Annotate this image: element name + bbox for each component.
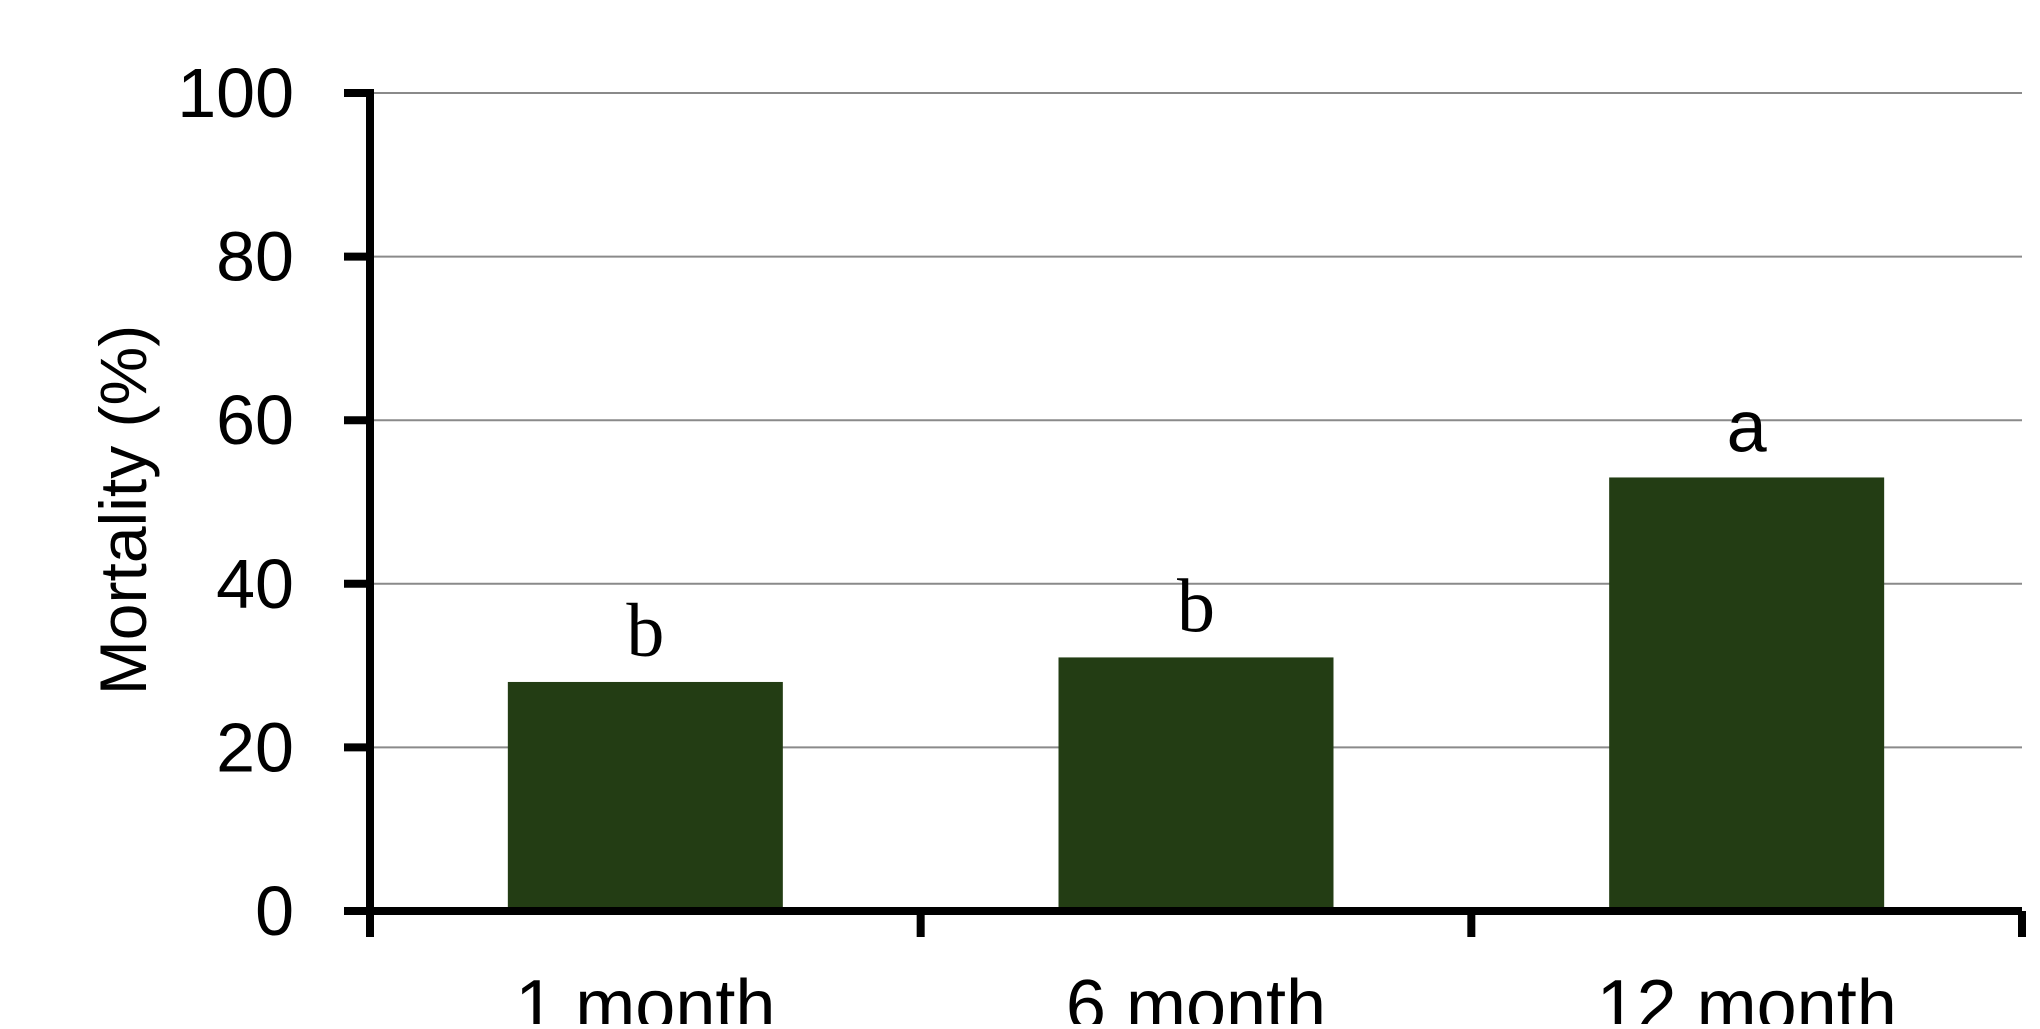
y-tick-label: 40: [216, 545, 294, 623]
bar-6-month: [1058, 657, 1334, 911]
y-tick-label: 0: [255, 872, 294, 950]
y-tick-label: 60: [216, 381, 294, 459]
bar-12-month: [1609, 477, 1885, 911]
bar-1-month: [507, 681, 783, 911]
axis-layer: [344, 89, 2026, 937]
bar-annotation: b: [626, 589, 664, 673]
y-axis-title: Mortality (%): [86, 325, 160, 695]
bar-annotation: a: [1727, 387, 1768, 467]
x-tick-label: 6 month: [1066, 966, 1326, 1024]
x-tick-label: 1 month: [515, 966, 775, 1024]
y-tick-label: 20: [216, 708, 294, 786]
bar-annotation: b: [1177, 564, 1215, 648]
label-layer: 0 20 40 60 80 100 b 1 month b 6 month a 12 month: [177, 54, 1897, 1029]
y-tick-label: 80: [216, 218, 294, 296]
y-tick-label: 100: [177, 54, 294, 132]
bar-layer: [507, 477, 1885, 911]
x-tick-label: 12 month: [1597, 966, 1897, 1024]
